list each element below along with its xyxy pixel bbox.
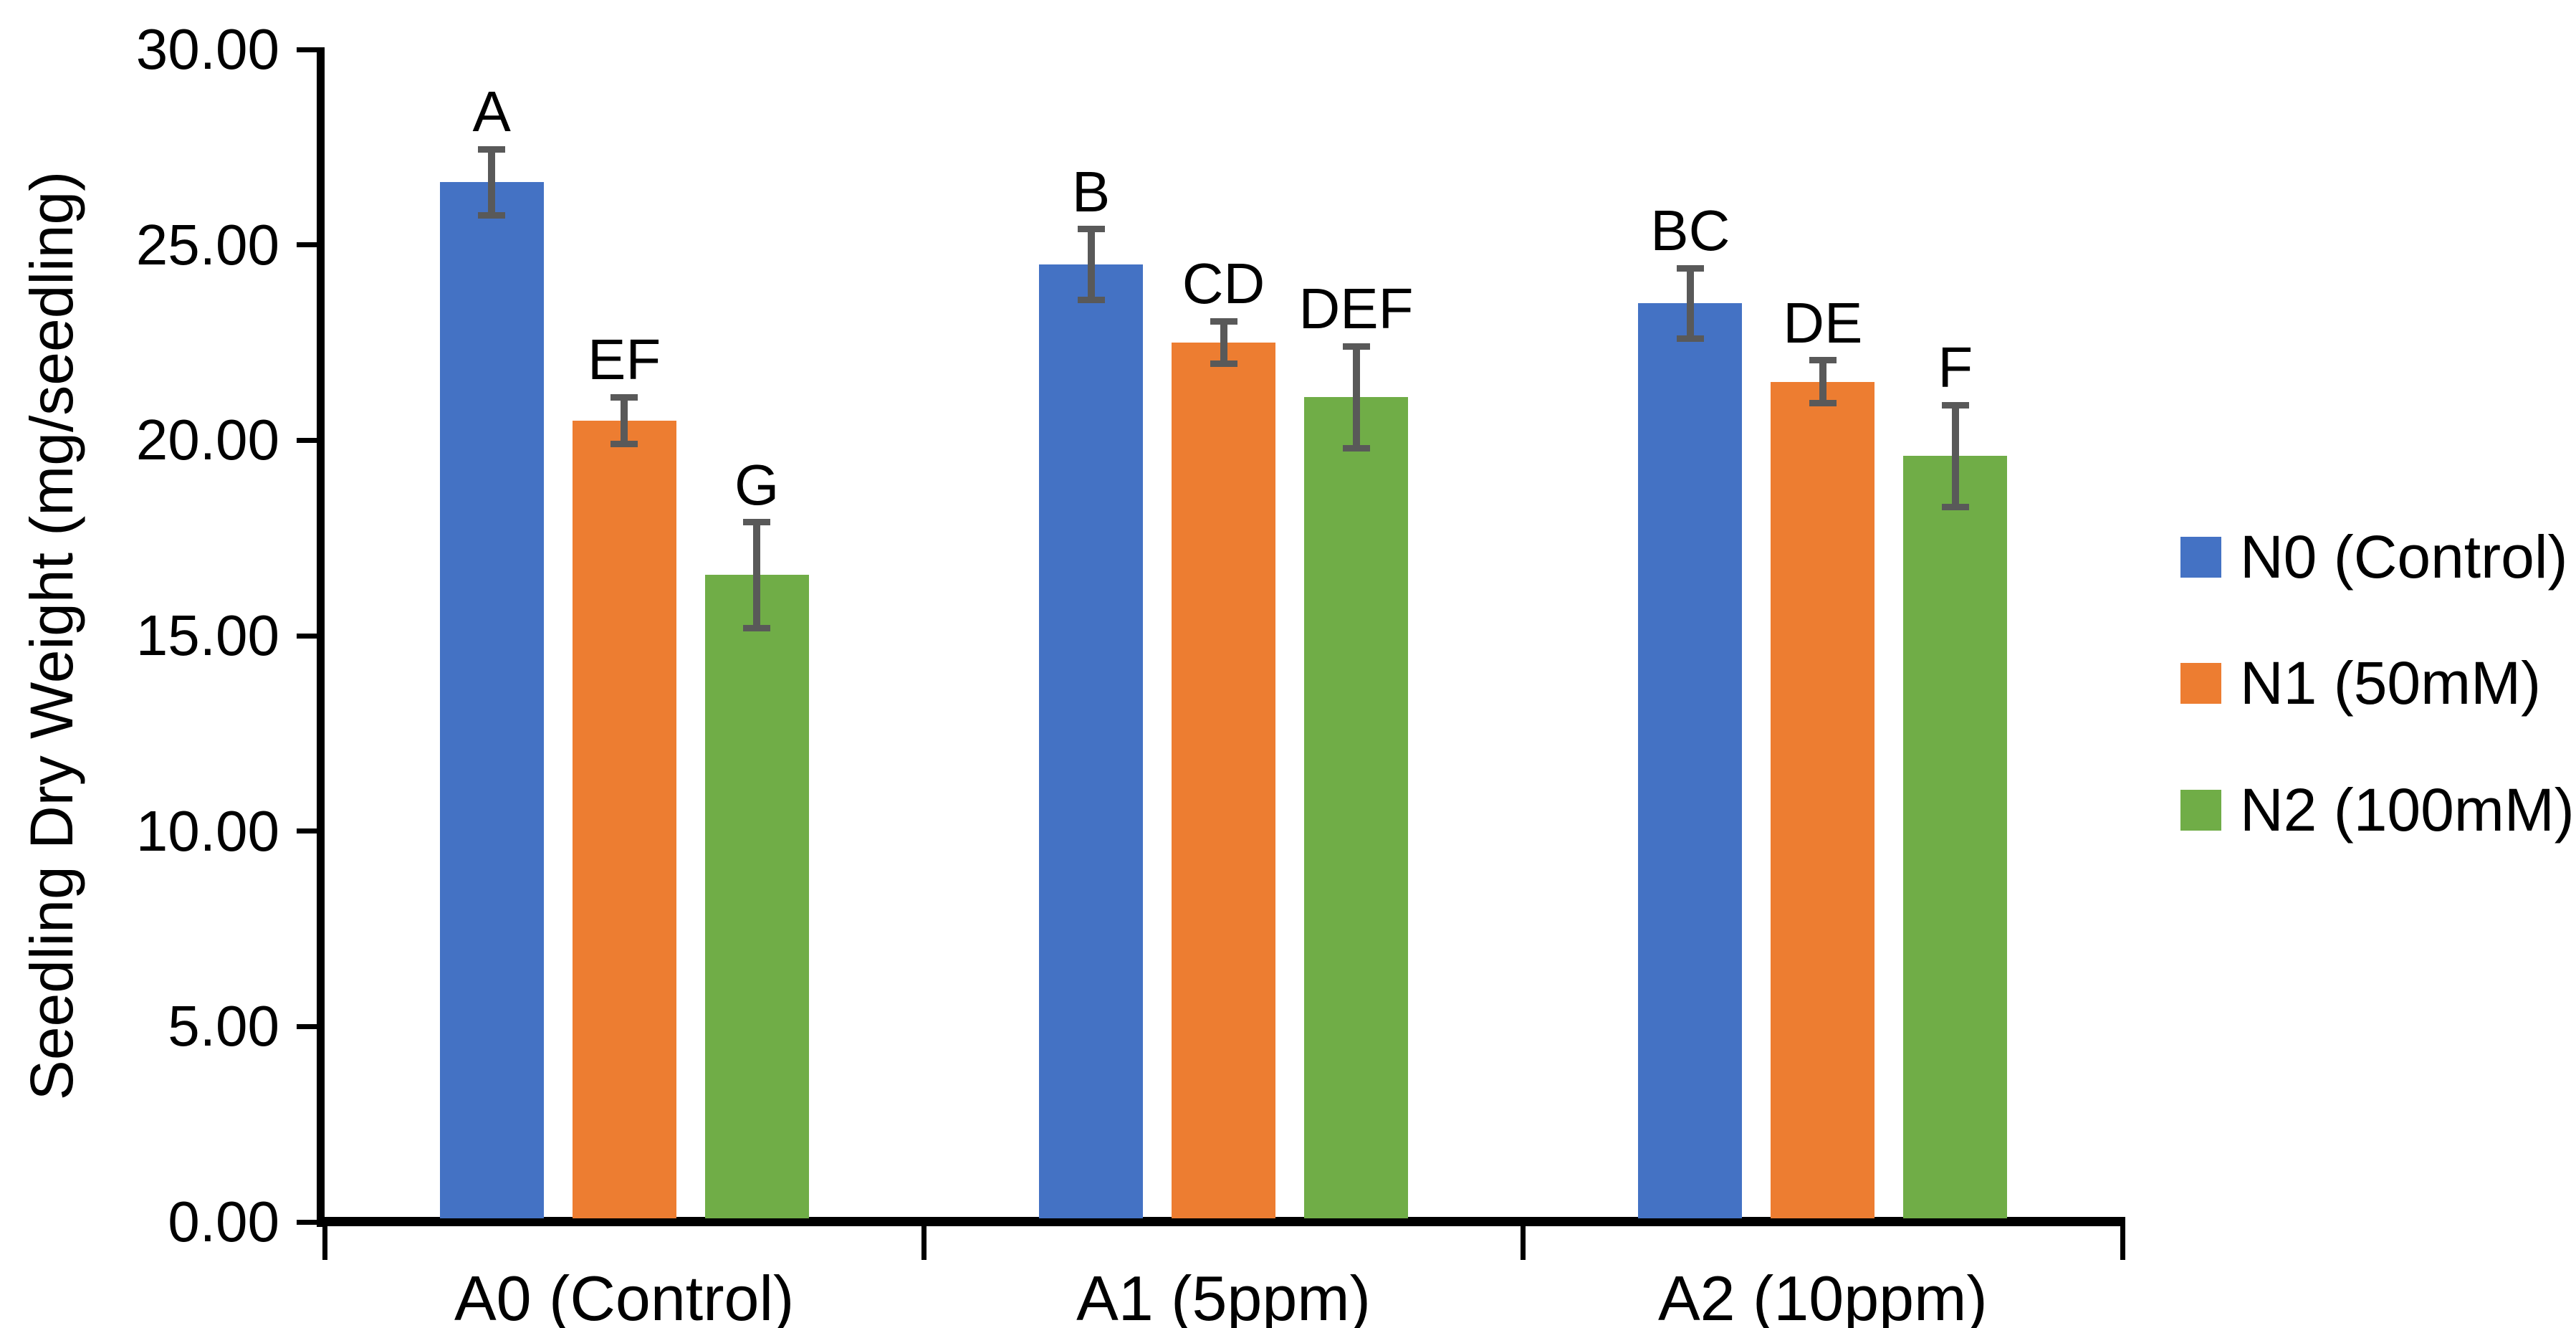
category-label: A0 (Control) [454,1263,795,1328]
sig-label: F [1938,335,1973,400]
legend-label: N2 (100mM) [2240,776,2575,844]
y-tick-label: 15.00 [135,603,279,667]
category-label: A2 (10ppm) [1657,1263,1988,1328]
error-bar [1951,405,1959,507]
y-tick-label: 20.00 [135,408,279,472]
category-label: A1 (5ppm) [1076,1263,1371,1328]
error-bar-cap [611,441,638,448]
y-tick-label: 0.00 [168,1190,279,1253]
error-bar-cap [1077,296,1105,303]
legend-label: N0 (Control) [2240,523,2568,591]
y-tick [297,828,317,834]
bar [704,575,809,1218]
legend-swatch [2180,662,2221,704]
bar [1039,264,1143,1218]
legend-item: N2 (100mM) [2180,770,2575,849]
sig-label: CD [1182,252,1265,315]
error-bar-cap [611,393,638,401]
sig-label: DEF [1298,277,1414,341]
error-bar-cap [478,145,506,153]
error-bar [1220,321,1227,364]
error-bar [753,522,761,629]
sig-label: G [734,452,780,517]
error-bar [621,397,628,444]
y-tick [297,1219,317,1225]
bar [1638,303,1743,1218]
bar [1172,343,1275,1218]
x-tick [1521,1217,1526,1260]
error-bar-cap [1676,335,1704,343]
bar [1903,456,2008,1218]
legend-swatch [2180,789,2221,831]
error-bar-cap [1941,401,1969,409]
error-bar-cap [1210,317,1237,325]
error-bar-cap [1809,400,1837,407]
y-tick [297,47,317,52]
error-bar [1087,229,1095,300]
bar [572,421,676,1218]
y-tick-label: 5.00 [168,994,279,1059]
sig-label: A [472,80,511,144]
error-bar [488,149,496,216]
error-bar [1352,346,1360,449]
bar [439,182,544,1218]
sig-label: BC [1650,199,1730,263]
legend-swatch [2180,536,2221,578]
error-bar-cap [1077,226,1105,233]
bar [1304,397,1408,1218]
legend-label: N1 (50mM) [2240,649,2542,717]
error-bar-cap [1342,444,1370,452]
error-bar-cap [478,212,506,219]
sig-label: B [1071,159,1111,224]
y-tick [297,1023,317,1029]
y-tick [297,437,317,443]
error-bar [1686,268,1694,339]
sig-label: DE [1783,290,1863,355]
error-bar [1819,360,1826,403]
legend-item: N1 (50mM) [2180,644,2541,722]
error-bar-cap [743,624,771,631]
error-bar-cap [1210,360,1237,368]
bar [1771,381,1875,1218]
y-axis-line [317,47,325,1227]
y-tick-label: 25.00 [135,212,279,277]
error-bar-cap [1809,357,1837,364]
x-tick [322,1217,327,1260]
x-tick [2120,1217,2125,1260]
error-bar-cap [743,519,771,526]
y-tick-label: 10.00 [135,798,279,863]
x-tick [921,1217,927,1260]
x-axis-line [317,1217,2122,1226]
y-tick-label: 30.00 [135,17,279,81]
error-bar-cap [1342,343,1370,350]
error-bar-cap [1676,264,1704,272]
sig-label: EF [588,328,661,392]
error-bar-cap [1941,503,1969,510]
y-tick [297,242,317,248]
legend-item: N0 (Control) [2180,517,2567,596]
y-tick [297,633,317,639]
